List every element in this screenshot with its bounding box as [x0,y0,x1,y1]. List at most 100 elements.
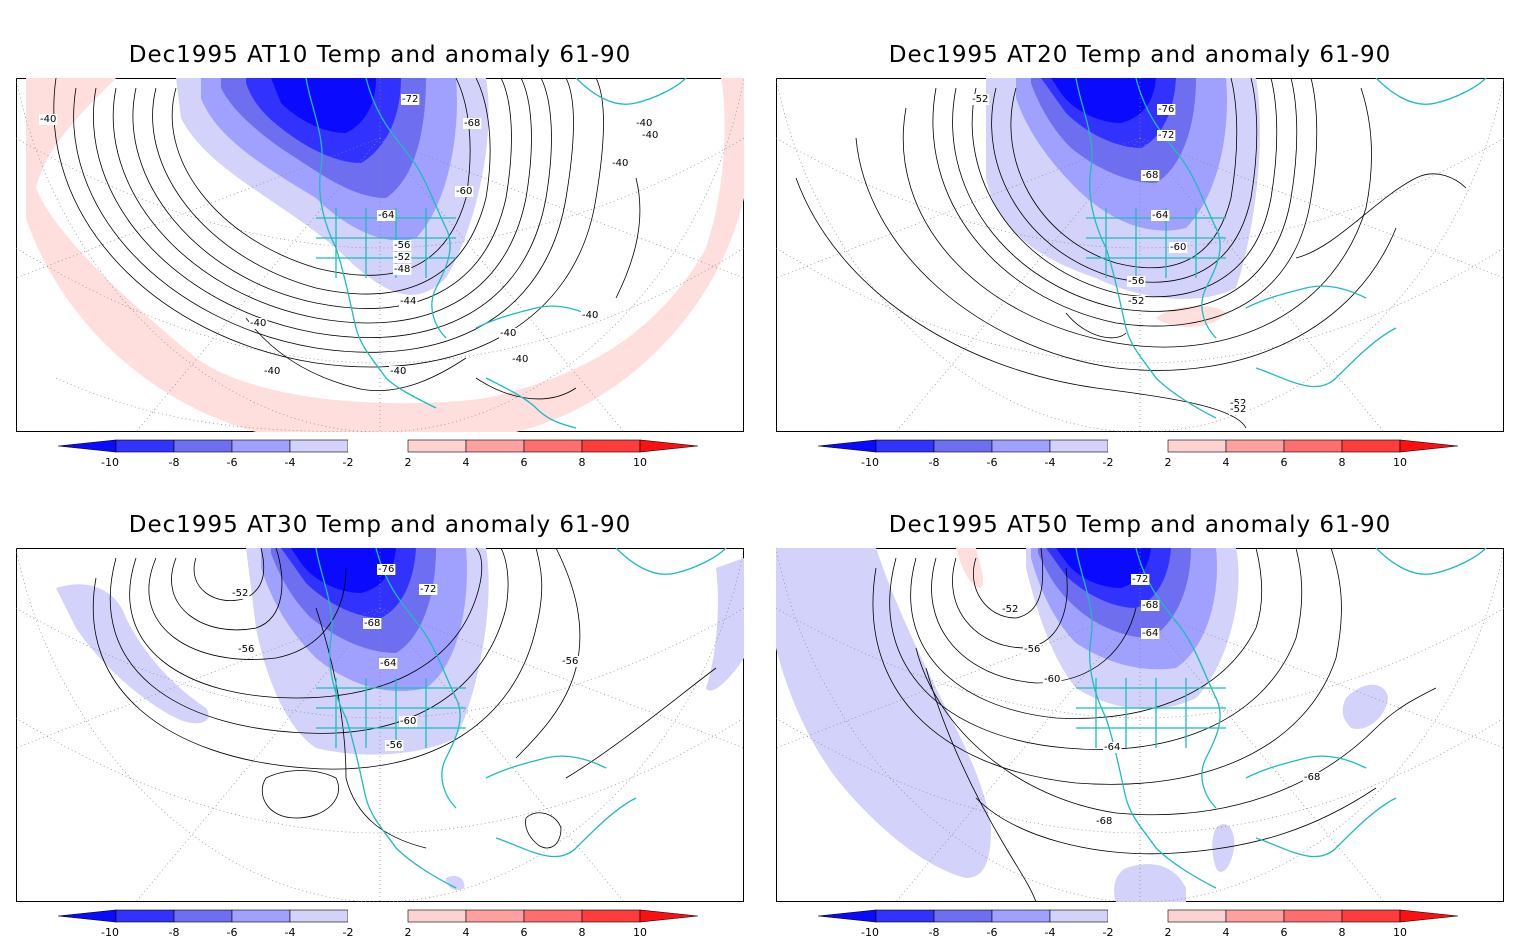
colorbar-label: 2 [1165,926,1172,939]
contour-label-bg [363,618,382,629]
contour-label: -68 [1304,772,1320,783]
contour-label-bg [1103,742,1122,753]
anomaly-neg2-region [1342,684,1388,729]
contour-label: -52 [1230,404,1246,415]
contour-label-bg [393,252,412,263]
contour-label: -56 [394,240,410,251]
contour-label-bg [1001,604,1020,615]
contour-label: -64 [378,210,394,221]
contour-label: -68 [464,118,480,129]
contour-label-bg [1127,276,1146,287]
colorbar-label: 8 [579,456,586,469]
colorbar-cell [817,439,877,453]
contour-label: -68 [364,618,380,629]
colorbar-label: -2 [1103,926,1114,939]
colorbar-label: -4 [1045,456,1056,469]
colorbar-label: 6 [1281,456,1288,469]
colorbar: -10 -8 -6 -4 -2 2 4 6 8 10 [57,908,704,940]
lat-lon-grid [776,548,1504,902]
colorbar-cell [581,909,641,923]
map-svg: -52 -76 -72 -68 -64 -60 -56 -52 -52 -52 [776,78,1504,432]
colorbar-cell [523,439,583,453]
colorbar-label: 10 [1393,926,1407,939]
panel-title: Dec1995 AT10 Temp and anomaly 61-90 [128,42,632,68]
contour-label-bg [419,584,438,595]
map-area: -52 -56 -76 -72 -68 -64 -60 -56 -56 [16,548,744,902]
contour-label-bg [1157,130,1176,141]
contour-label-bg [581,310,600,321]
colorbar-label: 4 [463,926,470,939]
contour-lines [872,548,1437,902]
contour-label-bg [39,114,58,125]
map-svg: -72 -68 -60 -64 -56 -52 -48 -44 -40 -40 … [16,78,744,432]
contour-lines [795,78,1467,429]
colorbar-cell [1225,909,1285,923]
contour-label-bg [379,658,398,669]
contour-label: -72 [1158,130,1174,141]
colorbar-cell [57,439,117,453]
contour-label-bg [511,354,530,365]
contour-label: -52 [232,588,248,599]
contour-label-bg [1131,574,1150,585]
colorbar: -10 -8 -6 -4 -2 2 4 6 8 10 [817,438,1464,470]
contour-label: -76 [1158,104,1174,115]
contour-label-bg [635,118,654,129]
contour-label: -56 [562,656,578,667]
colorbar-label: 6 [1281,926,1288,939]
colorbar-cell [875,439,935,453]
colorbar-label: 6 [521,926,528,939]
colorbar-cell [407,439,467,453]
colorbar-label: -6 [987,456,998,469]
colorbar-cell [173,909,233,923]
colorbar-label: -6 [227,456,238,469]
contour-label-bg [455,186,474,197]
contour-label: -40 [612,158,628,169]
colorbar-label: 4 [1223,926,1230,939]
contour-label-bg [1127,296,1146,307]
contour-label: -40 [512,354,528,365]
contour-lines [53,78,641,400]
lat-lon-grid [16,548,744,902]
contour-label: -52 [394,252,410,263]
panel-at20: Dec1995 AT20 Temp and anomaly 61-90 [760,0,1520,470]
panel-title: Dec1995 AT20 Temp and anomaly 61-90 [888,42,1392,68]
colorbar-cell [465,909,525,923]
contour-label-bg [377,210,396,221]
colorbar-label: -8 [929,926,940,939]
colorbar-label: -8 [929,456,940,469]
contour-label-bg [385,740,404,751]
colorbar-cell [115,439,175,453]
contour-label: -48 [394,264,410,275]
colorbar-cell [115,909,175,923]
colorbar-cell [1108,440,1168,452]
anomaly-neg2-region [776,548,991,878]
contour-label: -44 [400,296,416,307]
colorbar-label: -10 [101,456,119,469]
contour-label: -56 [1128,276,1144,287]
lat-lon-grid [16,78,744,432]
colorbar-label: 2 [1165,456,1172,469]
colorbar-label: -2 [343,926,354,939]
colorbar-label: -6 [987,926,998,939]
anomaly-positive-region [956,548,984,588]
colorbar-cell [1341,909,1401,923]
contour-label: -40 [390,366,406,377]
anomaly-neg10-region [1051,78,1156,123]
colorbar-label: -4 [1045,926,1056,939]
contour-label-bg [1023,644,1042,655]
contour-label: -52 [972,94,988,105]
contour-label: -76 [378,564,394,575]
anomaly-neg2-region [446,876,465,890]
colorbar: -10 -8 -6 -4 -2 2 4 6 8 10 [817,908,1464,940]
contour-label-bg [1043,674,1062,685]
colorbar-cell [57,909,117,923]
contour-label: -40 [40,114,56,125]
colorbar-label: -8 [169,456,180,469]
contour-label-bg [393,264,412,275]
colorbar-label: 10 [633,456,647,469]
colorbar-cell [465,439,525,453]
contour-label-bg [1141,170,1160,181]
contour-label: -40 [264,366,280,377]
colorbar-label: -10 [101,926,119,939]
contour-label-bg [249,318,268,329]
